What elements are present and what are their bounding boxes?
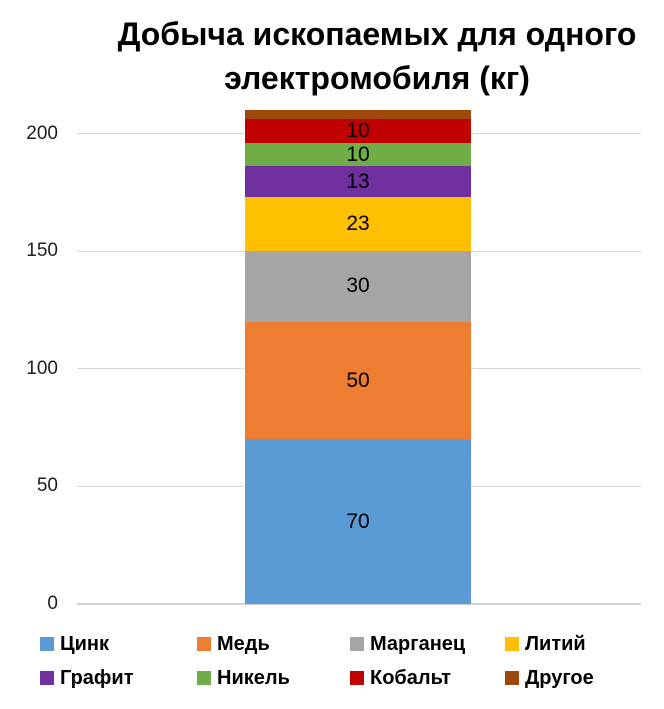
bar-segment-2: 50 <box>245 321 471 440</box>
legend-item-5: Графит <box>40 665 134 691</box>
plot-area: 70 50 30 23 13 10 10 <box>77 110 641 605</box>
legend-swatch-icon <box>350 637 364 651</box>
legend-item-8: Другое <box>505 665 594 691</box>
legend-label: Медь <box>217 632 270 655</box>
y-tick-label-0: 0 <box>47 593 58 614</box>
legend-item-3: Марганец <box>350 631 465 657</box>
legend-item-1: Цинк <box>40 631 109 657</box>
legend-swatch-icon <box>505 637 519 651</box>
data-label-4: 23 <box>346 212 370 236</box>
legend-label: Графит <box>60 666 134 689</box>
bar-segment-4: 23 <box>245 197 471 252</box>
legend-swatch-icon <box>505 671 519 685</box>
legend-item-7: Кобальт <box>350 665 451 691</box>
chart-title-line2: электромобиля (кг) <box>224 60 530 96</box>
legend-swatch-icon <box>350 671 364 685</box>
y-tick-label-150: 150 <box>26 240 58 262</box>
data-label-1: 70 <box>346 509 370 533</box>
x-axis-line <box>77 603 641 605</box>
legend-label: Марганец <box>370 632 466 655</box>
legend-label: Литий <box>525 632 586 655</box>
data-label-3: 30 <box>346 274 370 298</box>
chart-title: Добыча ископаемых для одного электромоби… <box>117 12 637 100</box>
legend-label: Кобальт <box>370 666 451 689</box>
y-tick-label-100: 100 <box>26 357 58 379</box>
data-label-5: 13 <box>346 169 370 193</box>
legend-swatch-icon <box>197 637 211 651</box>
legend-swatch-icon <box>197 671 211 685</box>
bar-segment-8 <box>245 110 471 120</box>
bar-segment-5: 13 <box>245 166 471 198</box>
data-label-7: 10 <box>346 119 370 143</box>
chart-title-line1: Добыча ископаемых для одного <box>117 16 637 52</box>
y-tick-label-200: 200 <box>26 122 58 144</box>
legend-item-4: Литий <box>505 631 586 657</box>
legend-item-6: Никель <box>197 665 290 691</box>
bar-segment-3: 30 <box>245 251 471 322</box>
data-label-6: 10 <box>346 142 370 166</box>
legend-label: Цинк <box>60 632 109 655</box>
y-tick-label-50: 50 <box>36 475 58 497</box>
bar-segment-6: 10 <box>245 143 471 167</box>
legend-item-2: Медь <box>197 631 270 657</box>
legend-label: Никель <box>217 666 290 689</box>
data-label-2: 50 <box>346 368 370 392</box>
legend-label: Другое <box>525 666 594 689</box>
y-axis: 0 50 100 150 200 <box>0 110 58 614</box>
legend-swatch-icon <box>40 671 54 685</box>
bar-segment-7: 10 <box>245 119 471 143</box>
bar-segment-1: 70 <box>245 439 471 604</box>
legend-swatch-icon <box>40 637 54 651</box>
